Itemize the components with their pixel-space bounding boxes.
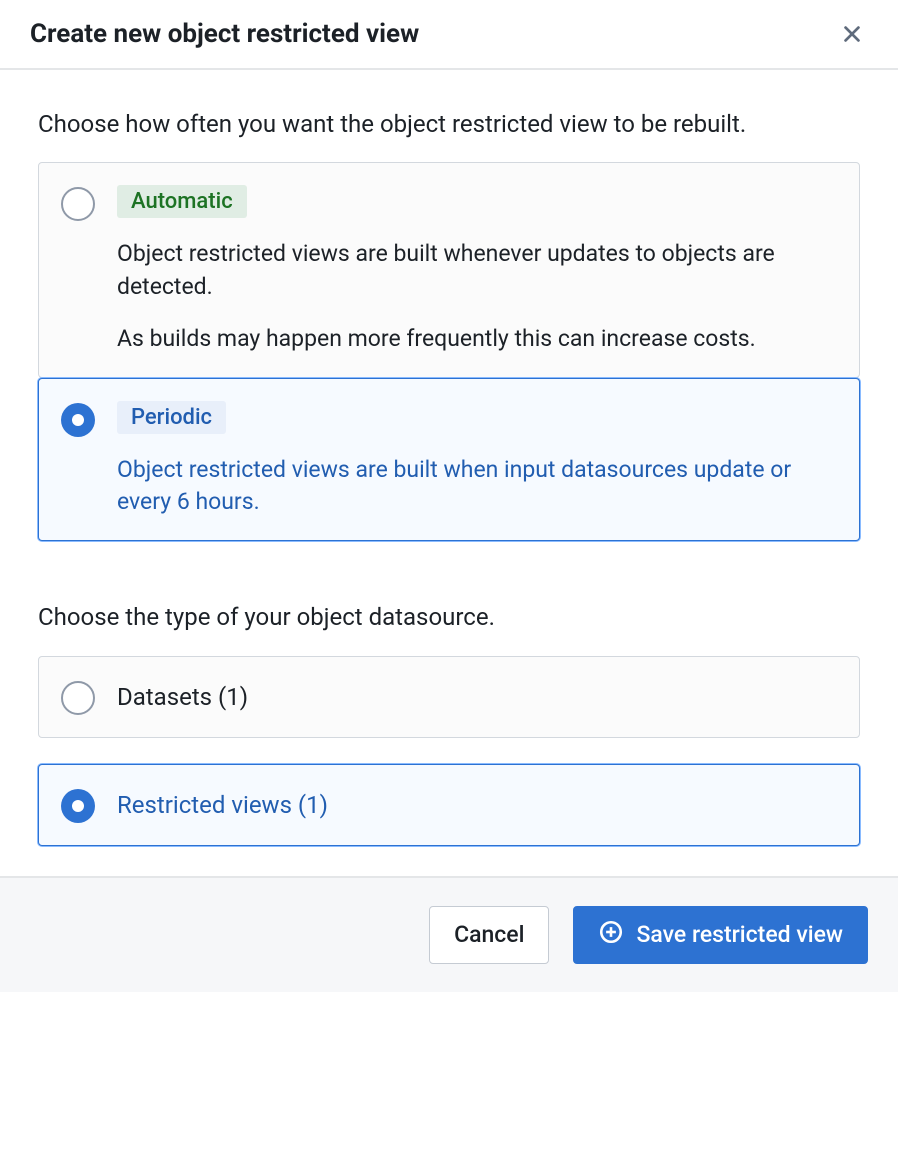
option-content: Automatic Object restricted views are bu… [117,185,833,355]
plus-circle-icon [598,919,624,951]
dialog-header: Create new object restricted view [0,0,898,70]
frequency-option-automatic[interactable]: Automatic Object restricted views are bu… [38,162,860,378]
radio-icon [61,403,95,437]
badge-automatic: Automatic [117,185,247,218]
save-button-label: Save restricted view [636,921,843,948]
dialog-title: Create new object restricted view [30,19,419,49]
cancel-button[interactable]: Cancel [429,906,549,964]
create-restricted-view-dialog: Create new object restricted view Choose… [0,0,898,992]
radio-icon [61,681,95,715]
close-icon[interactable] [836,18,868,50]
cancel-button-label: Cancel [454,921,524,948]
dialog-body: Choose how often you want the object res… [0,70,898,876]
radio-icon [61,789,95,823]
datasource-option-group: Datasets (1) Restricted views (1) [38,656,860,846]
datasource-option-datasets[interactable]: Datasets (1) [38,656,860,738]
datasource-option-restricted-views[interactable]: Restricted views (1) [38,764,860,846]
option-content: Periodic Object restricted views are bui… [117,401,833,518]
option-label: Datasets (1) [117,679,248,713]
badge-periodic: Periodic [117,401,226,434]
save-button[interactable]: Save restricted view [573,906,868,964]
frequency-prompt: Choose how often you want the object res… [38,108,860,140]
radio-icon [61,187,95,221]
option-description: Object restricted views are built when i… [117,454,833,518]
frequency-option-periodic[interactable]: Periodic Object restricted views are bui… [38,378,860,541]
frequency-option-group: Automatic Object restricted views are bu… [38,162,860,541]
dialog-footer: Cancel Save restricted view [0,876,898,992]
datasource-prompt: Choose the type of your object datasourc… [38,601,860,633]
option-description: As builds may happen more frequently thi… [117,323,833,355]
option-description: Object restricted views are built whenev… [117,238,833,302]
option-label: Restricted views (1) [117,787,328,821]
